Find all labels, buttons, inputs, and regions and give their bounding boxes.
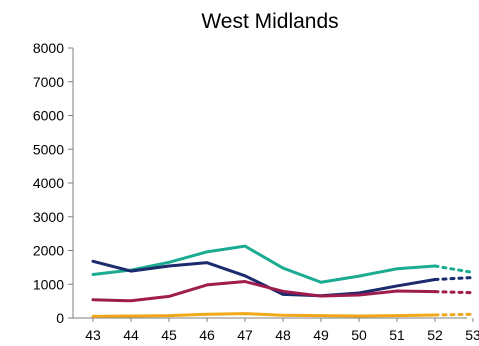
x-tick-label: 49 [313,327,329,343]
x-tick-label: 51 [389,327,405,343]
x-tick-label: 44 [123,327,139,343]
x-tick-label: 47 [237,327,253,343]
series-line-1 [91,244,437,284]
x-tick-label: 53 [465,327,479,343]
series-layer [91,244,475,318]
y-tick-label: 0 [56,310,64,326]
x-tick-label: 50 [351,327,367,343]
series-projection-2 [433,276,475,282]
x-tick-label: 46 [199,327,215,343]
series-line-3 [91,280,437,303]
series-line-4 [91,312,437,318]
axes [72,48,467,319]
y-tick-label: 5000 [33,141,64,157]
y-tick-label: 6000 [33,108,64,124]
x-tick-label: 45 [161,327,177,343]
y-axis-ticks: 0 1000 2000 3000 4000 5000 6000 7000 8000 [33,40,73,326]
x-tick-label: 48 [275,327,291,343]
series-projection-1 [433,264,475,274]
x-tick-label: 43 [85,327,101,343]
y-tick-label: 4000 [33,175,64,191]
x-tick-label: 52 [427,327,443,343]
series-projection-4 [433,312,475,317]
y-tick-label: 2000 [33,243,64,259]
x-axis-ticks: 43 44 45 46 47 48 49 50 51 52 53 [85,318,479,343]
y-tick-label: 7000 [33,74,64,90]
y-tick-label: 3000 [33,209,64,225]
y-tick-label: 8000 [33,40,64,56]
series-projection-3 [433,290,475,295]
chart-title: West Midlands [201,10,338,33]
y-tick-label: 1000 [33,276,64,292]
